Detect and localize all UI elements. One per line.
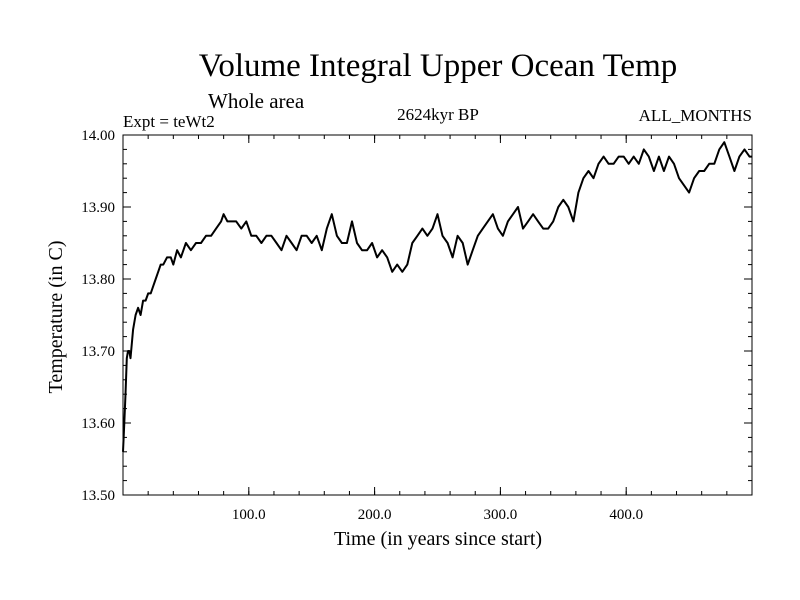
x-tick-label: 400.0 [609, 507, 643, 523]
y-axis-label: Temperature (in C) [45, 241, 67, 394]
y-tick-label: 13.70 [81, 344, 115, 360]
y-tick-label: 13.80 [81, 272, 115, 288]
period-label: 2624kyr BP [397, 105, 479, 124]
x-tick-label: 100.0 [232, 507, 266, 523]
chart-title: Volume Integral Upper Ocean Temp [199, 48, 677, 84]
x-axis: 100.0 200.0 300.0 400.0 [147, 135, 728, 523]
chart-subtitle: Whole area [208, 89, 305, 113]
series-line [122, 141, 752, 452]
x-axis-label: Time (in years since start) [334, 528, 542, 550]
y-tick-label: 14.00 [81, 128, 115, 144]
y-tick-label: 13.60 [81, 416, 115, 432]
months-label: ALL_MONTHS [639, 106, 752, 125]
y-tick-label: 13.90 [81, 200, 115, 216]
experiment-label: Expt = teWt2 [123, 112, 215, 131]
x-tick-label: 200.0 [358, 507, 392, 523]
plot-frame [122, 134, 753, 496]
y-tick-label: 13.50 [81, 488, 115, 504]
x-tick-label: 300.0 [484, 507, 518, 523]
